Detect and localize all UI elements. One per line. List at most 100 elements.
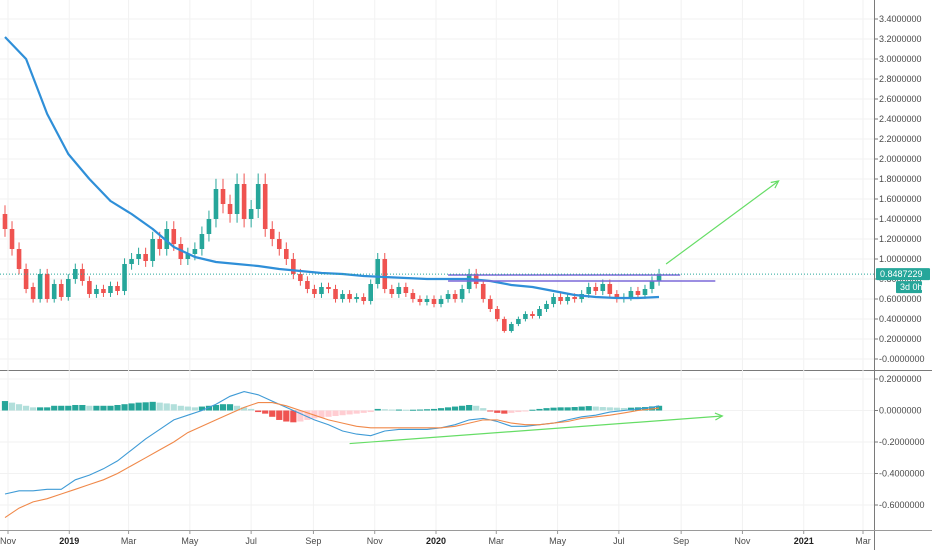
candlestick-series — [2, 173, 662, 333]
macd-histogram-bar — [170, 404, 177, 411]
candle-body — [164, 229, 170, 249]
price-axis-labels[interactable]: 3.4000000 3.2000000 3.0000000 2.8000000 2.60… — [874, 14, 925, 364]
macd-histogram-bar — [30, 407, 37, 411]
candle-body — [417, 299, 423, 302]
macd-histogram-bar — [522, 410, 529, 412]
macd-histogram-bar — [430, 408, 438, 411]
price-tick-label: 2.2000000 — [879, 134, 922, 144]
candle-body — [171, 229, 177, 244]
macd-histogram-bar — [8, 402, 16, 411]
macd-histogram-bar — [233, 405, 241, 411]
candle-body — [101, 289, 106, 293]
candle-body — [44, 274, 50, 299]
macd-histogram-bar — [262, 410, 269, 414]
macd-histogram-bar — [550, 407, 557, 411]
last-price-badge-bg — [876, 268, 930, 281]
candle-body — [593, 287, 599, 291]
macd-trend-arrow-shaft[interactable] — [349, 415, 723, 445]
macd-histogram-bar — [297, 410, 304, 422]
candle-body — [537, 309, 542, 316]
candle-body — [502, 319, 507, 331]
macd-histogram-bar — [367, 410, 374, 413]
candle-body — [551, 297, 556, 304]
candle-body — [23, 269, 29, 289]
time-tick-label: Mar — [855, 536, 871, 546]
candle-body — [30, 287, 36, 299]
macd-histogram-bar — [205, 405, 213, 411]
price-tick-label: 2.0000000 — [879, 154, 922, 164]
macd-histogram-bar — [564, 407, 571, 411]
candle-body — [269, 229, 275, 239]
candle-body — [410, 293, 416, 299]
candle-body — [234, 184, 240, 214]
macd-histogram-bar — [536, 408, 543, 411]
macd-histogram-bar — [241, 407, 248, 411]
candle-body — [452, 294, 458, 299]
macd-histogram-bar — [487, 410, 494, 412]
macd-histogram-bar — [325, 410, 332, 417]
macd-lines — [4, 391, 660, 519]
macd-histogram-bar — [226, 404, 234, 411]
macd-histogram-bar — [311, 410, 318, 419]
candle-body — [312, 289, 317, 294]
candle-body — [656, 274, 662, 281]
time-tick-label: 2021 — [794, 536, 814, 546]
macd-trend-arrow-head — [714, 412, 724, 421]
macd-histogram-bar — [353, 410, 360, 414]
macd-histogram-bar — [248, 408, 255, 411]
time-tick-label: Mar — [121, 536, 137, 546]
macd-histogram-bar — [494, 410, 501, 413]
candle-body — [375, 259, 381, 284]
candle-body — [396, 287, 402, 294]
macd-axis-labels[interactable]: 0.2000000 0.0000000 -0.2000000 -0.4000000 -0… — [874, 374, 925, 510]
candle-body — [9, 229, 15, 249]
candle-body — [572, 297, 577, 299]
macd-histogram-bar — [37, 407, 44, 411]
macd-histogram-bar — [381, 409, 388, 411]
candle-body — [248, 209, 254, 219]
candle-body — [530, 314, 535, 316]
macd-histogram-bar — [529, 409, 536, 411]
macd-histogram-bar — [177, 405, 184, 411]
macd-histogram-bar — [86, 405, 93, 411]
time-axis-labels[interactable]: Nov 2019 Mar May Jul Sep Nov 2020 Mar May Jul Sep No… — [0, 530, 871, 546]
macd-histogram-bar — [318, 410, 325, 418]
macd-histogram-bar — [374, 408, 381, 411]
macd-histogram-bar — [346, 410, 353, 415]
macd-histogram-bar — [79, 404, 86, 411]
candle-body — [494, 309, 500, 319]
candle-body — [108, 286, 113, 293]
countdown-badge: 3d 0h — [896, 281, 923, 294]
time-tick-label: May — [181, 536, 199, 546]
time-tick-label: Mar — [489, 536, 505, 546]
price-tick-label: 2.8000000 — [879, 74, 922, 84]
candle-body — [480, 284, 486, 299]
candle-body — [614, 294, 620, 299]
macd-histogram-bar — [212, 404, 220, 411]
macd-histogram-bar — [276, 410, 283, 420]
macd-histogram-bar — [58, 405, 65, 411]
macd-tick-label: -0.2000000 — [879, 437, 925, 447]
macd-histogram-bar — [360, 410, 367, 413]
macd-histogram-bar — [473, 405, 480, 411]
macd-histogram-bar — [466, 404, 473, 411]
macd-tick-label: -0.6000000 — [879, 500, 925, 510]
candle-body — [389, 289, 395, 294]
macd-histogram-bar — [451, 406, 459, 411]
candle-body — [459, 289, 465, 299]
candle-body — [192, 249, 198, 254]
last-price-badge: 0.8487229 — [876, 268, 930, 281]
price-trend-arrow-head — [770, 180, 780, 189]
candle-body — [445, 294, 451, 299]
macd-histogram-bar — [269, 410, 276, 417]
macd-tick-label: 0.2000000 — [879, 374, 922, 384]
macd-histogram-bar — [613, 407, 620, 411]
price-trend-arrow-shaft[interactable] — [665, 180, 779, 265]
macd-histogram-bar — [459, 405, 466, 411]
macd-histogram — [1, 401, 663, 423]
macd-histogram-bar — [508, 410, 515, 413]
macd-histogram-bar — [641, 407, 649, 411]
price-tick-label: 1.2000000 — [879, 234, 922, 244]
candle-body — [122, 264, 127, 291]
